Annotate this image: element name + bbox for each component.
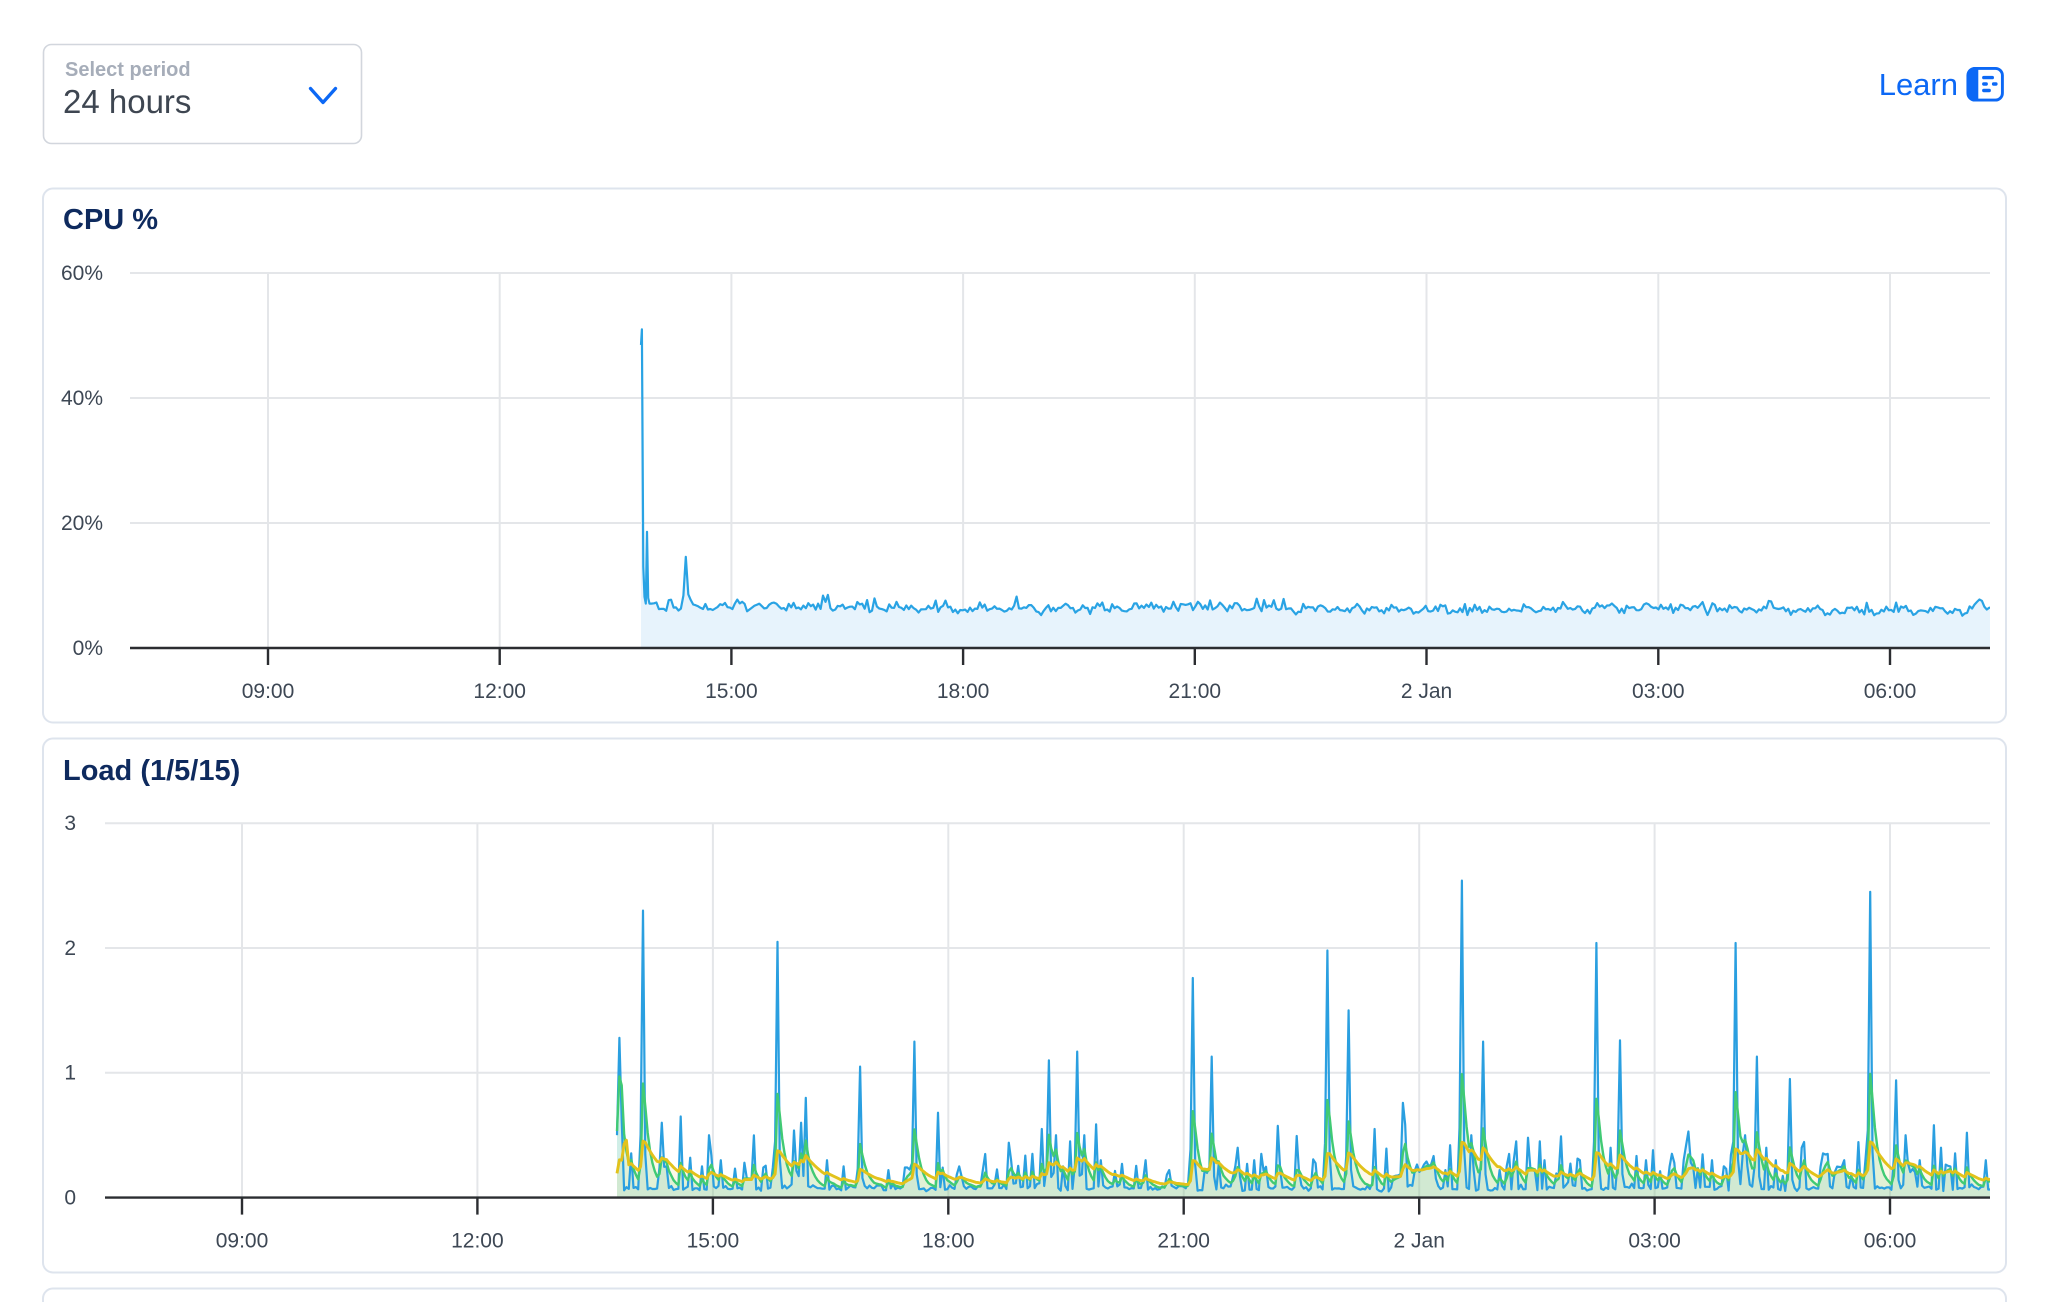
svg-text:0%: 0%	[73, 637, 103, 660]
svg-text:21:00: 21:00	[1157, 1230, 1210, 1253]
svg-text:Learn: Learn	[1879, 67, 1958, 102]
svg-text:09:00: 09:00	[216, 1230, 269, 1253]
svg-text:21:00: 21:00	[1169, 680, 1222, 703]
svg-text:09:00: 09:00	[242, 680, 295, 703]
svg-text:03:00: 03:00	[1628, 1230, 1681, 1253]
svg-text:06:00: 06:00	[1864, 680, 1917, 703]
svg-text:2 Jan: 2 Jan	[1401, 680, 1452, 703]
svg-text:06:00: 06:00	[1864, 1230, 1917, 1253]
svg-text:2: 2	[64, 937, 76, 960]
svg-text:60%: 60%	[61, 262, 103, 285]
svg-text:40%: 40%	[61, 387, 103, 410]
svg-text:12:00: 12:00	[473, 680, 526, 703]
svg-text:3: 3	[64, 812, 76, 835]
svg-text:18:00: 18:00	[937, 680, 990, 703]
svg-text:Select period: Select period	[65, 59, 191, 81]
svg-text:03:00: 03:00	[1632, 680, 1685, 703]
svg-text:2 Jan: 2 Jan	[1394, 1230, 1445, 1253]
svg-text:CPU %: CPU %	[63, 204, 158, 236]
svg-text:Load (1/5/15): Load (1/5/15)	[63, 755, 240, 787]
svg-text:20%: 20%	[61, 512, 103, 535]
svg-text:15:00: 15:00	[705, 680, 758, 703]
svg-text:12:00: 12:00	[451, 1230, 504, 1253]
svg-text:0: 0	[64, 1186, 76, 1209]
svg-text:24 hours: 24 hours	[63, 83, 191, 120]
svg-text:1: 1	[64, 1062, 76, 1085]
svg-text:15:00: 15:00	[687, 1230, 740, 1253]
svg-text:18:00: 18:00	[922, 1230, 975, 1253]
